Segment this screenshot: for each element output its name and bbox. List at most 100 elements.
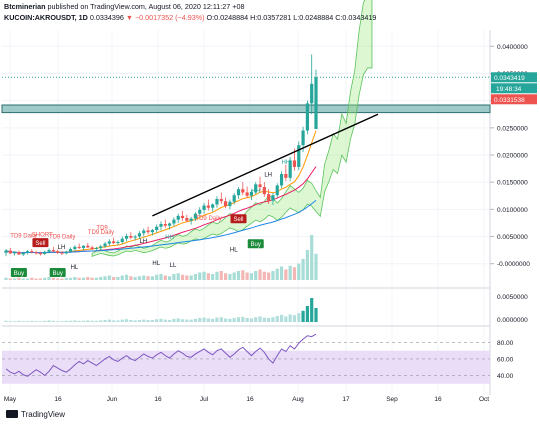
pattern-label: HH (165, 235, 174, 241)
volume-bar (232, 272, 236, 280)
candle-body (172, 219, 176, 224)
osc-bar (163, 319, 167, 322)
candle-body (77, 246, 81, 248)
sell-signal-box (32, 238, 49, 248)
volume-bar (38, 278, 43, 280)
osc-bar (288, 314, 292, 322)
volume-bar (116, 277, 120, 280)
volume-bar (301, 259, 305, 280)
candle-body (284, 174, 288, 178)
candle-body (202, 205, 206, 210)
osc-bar (124, 319, 129, 322)
trend-line (152, 113, 379, 217)
volume-bar (223, 273, 228, 280)
volume-bar (13, 278, 17, 280)
volume-bar (146, 276, 150, 280)
volume-bar (275, 268, 279, 280)
candle-body (107, 241, 111, 244)
candle-body (150, 230, 154, 233)
candle-body (142, 230, 146, 234)
osc-bar (142, 319, 146, 322)
volume-bar (292, 267, 297, 280)
volume-bar (206, 273, 210, 280)
rsi-tick-label: 40.00 (497, 373, 514, 380)
candle-body (94, 247, 99, 250)
osc-bar (13, 321, 17, 322)
volume-bar (25, 278, 30, 280)
candle-body (236, 189, 241, 196)
osc-bar (219, 317, 223, 322)
osc-bar (47, 320, 51, 322)
rsi-tick-label: 60.00 (497, 356, 514, 363)
candle-body (211, 204, 215, 208)
pattern-label: HL (71, 265, 79, 271)
symbol-name: KUCOIN:AKROUSDT, 1D (4, 13, 88, 22)
y-tick-label: 0.0400000 (497, 44, 528, 51)
osc-bar (275, 316, 279, 322)
candle-body (155, 226, 159, 230)
volume-bar (56, 278, 60, 280)
volume-bar (258, 269, 262, 280)
osc-bar (271, 317, 275, 322)
candle-body (292, 160, 297, 167)
ohlc-low: L:0.0248884 (293, 13, 334, 22)
volume-bar (279, 266, 284, 280)
candle-body (301, 130, 305, 146)
osc-bar (133, 320, 137, 322)
osc-bar (64, 320, 68, 322)
y-tick-label: 0.0050000 (497, 234, 528, 241)
osc-bar (189, 319, 193, 322)
osc-tick-label: 0.0000000 (497, 317, 528, 324)
y-tick-label: -0.0000000 (497, 261, 530, 268)
osc-bar (198, 318, 202, 322)
osc-bar (236, 317, 241, 322)
candle-body (120, 238, 124, 242)
volume-bar (112, 277, 116, 280)
candle-body (168, 223, 172, 226)
osc-bar (86, 320, 90, 322)
y-tick-label: 0.0100000 (497, 207, 528, 214)
candle-body (21, 252, 25, 255)
osc-bar (310, 298, 314, 322)
candle-body (279, 174, 284, 186)
volume-bar (77, 277, 81, 280)
volume-bar (64, 277, 68, 280)
candle-body (137, 233, 142, 237)
tradingview-icon (6, 410, 18, 418)
osc-bar (262, 317, 266, 322)
candle-body (116, 241, 120, 244)
osc-bar (155, 319, 159, 322)
volume-bar (81, 277, 86, 280)
tradingview-logo[interactable]: TradingView (6, 410, 65, 419)
osc-bar (51, 320, 55, 322)
osc-bar (103, 320, 107, 322)
candle-body (254, 184, 258, 192)
y-tick-label: 0.0250000 (497, 125, 528, 132)
candle-body (310, 83, 314, 104)
x-tick-label: Aug (292, 396, 304, 403)
rsi-tick-label: 80.00 (497, 340, 514, 347)
buy-signal-box (49, 268, 66, 278)
rsi-band (2, 350, 490, 384)
candle-body (275, 185, 279, 196)
author-name[interactable]: Btcminerian (4, 2, 46, 11)
candle-body (81, 245, 86, 248)
osc-bar (17, 320, 21, 322)
candle-body (241, 189, 245, 193)
candle-body (198, 209, 202, 214)
volume-bar (172, 274, 176, 280)
last-price-label: 0.0343419 (494, 75, 525, 82)
candle-body (297, 145, 301, 167)
osc-bar (193, 318, 198, 322)
candle-body (64, 251, 68, 254)
osc-bar (60, 321, 64, 322)
candle-body (219, 199, 223, 202)
osc-bar (25, 321, 30, 322)
sell-signal-label: Sell (233, 217, 243, 223)
volume-bar (163, 275, 167, 280)
volume-bar (241, 270, 245, 280)
pattern-label: LH (58, 245, 66, 251)
volume-bar (30, 277, 34, 280)
pattern-label: LH (139, 239, 147, 245)
osc-bar (21, 321, 25, 322)
